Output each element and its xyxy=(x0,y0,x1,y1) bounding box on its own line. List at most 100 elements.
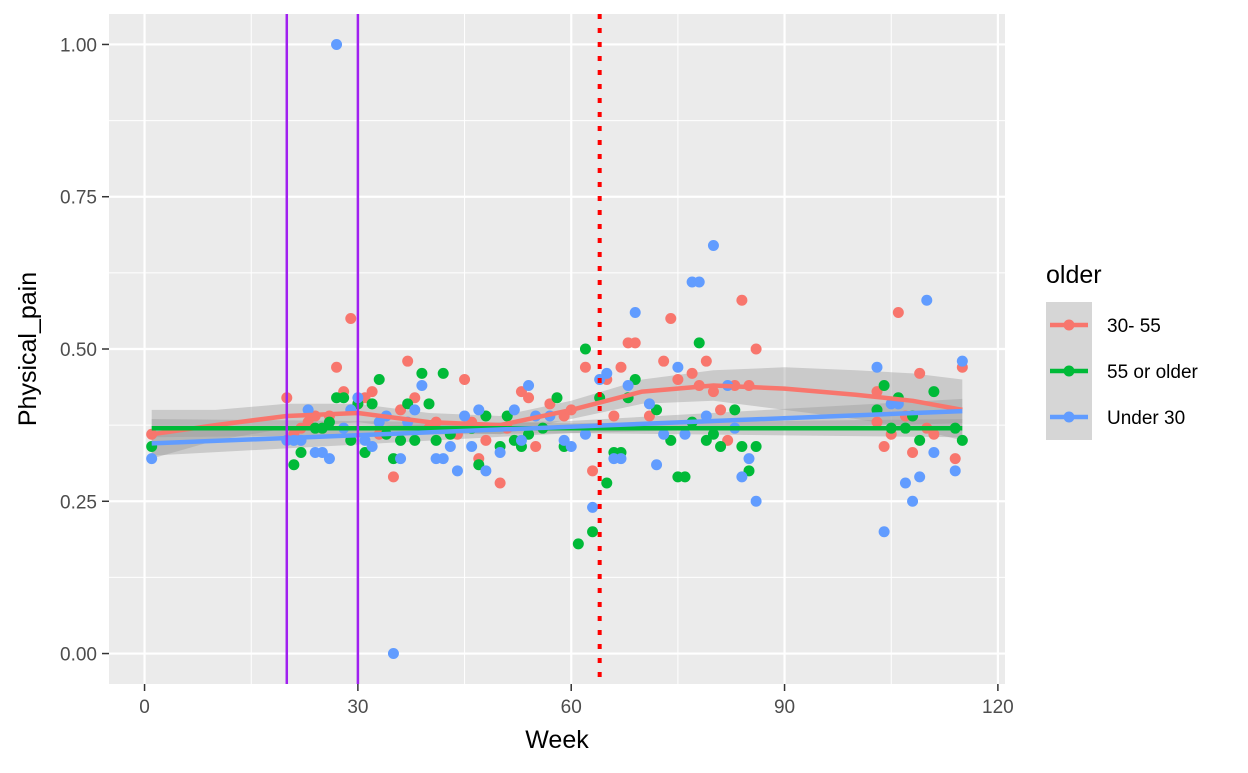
data-point xyxy=(402,355,414,367)
data-point xyxy=(146,428,158,440)
data-point xyxy=(515,434,527,446)
data-point xyxy=(956,434,968,446)
data-point xyxy=(693,337,705,349)
data-point xyxy=(679,428,691,440)
data-point xyxy=(736,471,748,483)
x-axis-title: Week xyxy=(525,726,589,754)
data-point xyxy=(928,386,940,398)
data-point xyxy=(743,453,755,465)
data-point xyxy=(615,361,627,373)
data-point xyxy=(459,410,471,422)
data-point xyxy=(672,361,684,373)
data-point xyxy=(587,526,599,538)
legend-label: Under 30 xyxy=(1107,408,1185,429)
data-point xyxy=(907,447,919,459)
y-tick-label: 0.25 xyxy=(60,492,97,513)
data-point xyxy=(907,495,919,507)
data-point xyxy=(430,434,442,446)
legend-key-point xyxy=(1063,319,1075,331)
data-point xyxy=(715,404,727,416)
data-point xyxy=(679,471,691,483)
data-point xyxy=(288,459,300,471)
legend-label: 30- 55 xyxy=(1107,316,1161,337)
data-point xyxy=(366,440,378,452)
data-point xyxy=(700,355,712,367)
legend-title: older xyxy=(1046,261,1102,289)
data-point xyxy=(601,477,613,489)
data-point xyxy=(608,410,620,422)
data-point xyxy=(914,434,926,446)
data-point xyxy=(494,477,506,489)
data-point xyxy=(658,428,670,440)
data-point xyxy=(700,410,712,422)
data-point xyxy=(914,367,926,379)
data-point xyxy=(387,648,399,660)
data-point xyxy=(615,453,627,465)
data-point xyxy=(949,453,961,465)
data-point xyxy=(587,465,599,477)
data-point xyxy=(928,428,940,440)
data-point xyxy=(686,367,698,379)
data-point xyxy=(395,434,407,446)
data-point xyxy=(750,343,762,355)
data-point xyxy=(871,361,883,373)
data-point xyxy=(878,380,890,392)
data-point xyxy=(466,440,478,452)
data-point xyxy=(672,373,684,385)
data-point xyxy=(444,440,456,452)
data-point xyxy=(914,471,926,483)
data-point xyxy=(409,434,421,446)
data-point xyxy=(629,337,641,349)
legend-label: 55 or older xyxy=(1107,362,1199,383)
data-point xyxy=(331,38,343,50)
data-point xyxy=(892,306,904,318)
data-point xyxy=(409,404,421,416)
data-point xyxy=(899,477,911,489)
data-point xyxy=(366,386,378,398)
data-point xyxy=(736,440,748,452)
data-point xyxy=(651,459,663,471)
data-point xyxy=(323,453,335,465)
data-point xyxy=(345,313,357,325)
data-point xyxy=(480,465,492,477)
data-point xyxy=(451,465,463,477)
data-point xyxy=(387,471,399,483)
legend-key-point xyxy=(1063,365,1075,377)
data-point xyxy=(395,453,407,465)
data-point xyxy=(750,440,762,452)
data-point xyxy=(530,440,542,452)
data-point xyxy=(587,501,599,513)
data-point xyxy=(523,380,535,392)
data-point xyxy=(423,398,435,410)
data-point xyxy=(572,538,584,550)
data-point xyxy=(437,453,449,465)
x-tick-label: 0 xyxy=(139,697,150,718)
data-point xyxy=(665,313,677,325)
data-point xyxy=(622,380,634,392)
data-point xyxy=(715,440,727,452)
y-tick-label: 0.50 xyxy=(60,340,97,361)
data-point xyxy=(871,416,883,428)
data-point xyxy=(494,447,506,459)
data-point xyxy=(565,440,577,452)
data-point xyxy=(707,239,719,251)
data-point xyxy=(928,447,940,459)
data-point xyxy=(707,428,719,440)
data-point xyxy=(508,404,520,416)
data-point xyxy=(729,404,741,416)
data-point xyxy=(480,434,492,446)
x-tick-label: 30 xyxy=(347,697,368,718)
y-tick-label: 0.75 xyxy=(60,188,97,209)
data-point xyxy=(295,447,307,459)
y-tick-label: 1.00 xyxy=(60,35,97,56)
x-tick-label: 60 xyxy=(561,697,582,718)
data-point xyxy=(956,355,968,367)
data-point xyxy=(643,398,655,410)
data-point xyxy=(921,294,933,306)
x-tick-label: 90 xyxy=(774,697,795,718)
legend-key-point xyxy=(1063,411,1075,423)
data-point xyxy=(331,361,343,373)
data-point xyxy=(579,428,591,440)
